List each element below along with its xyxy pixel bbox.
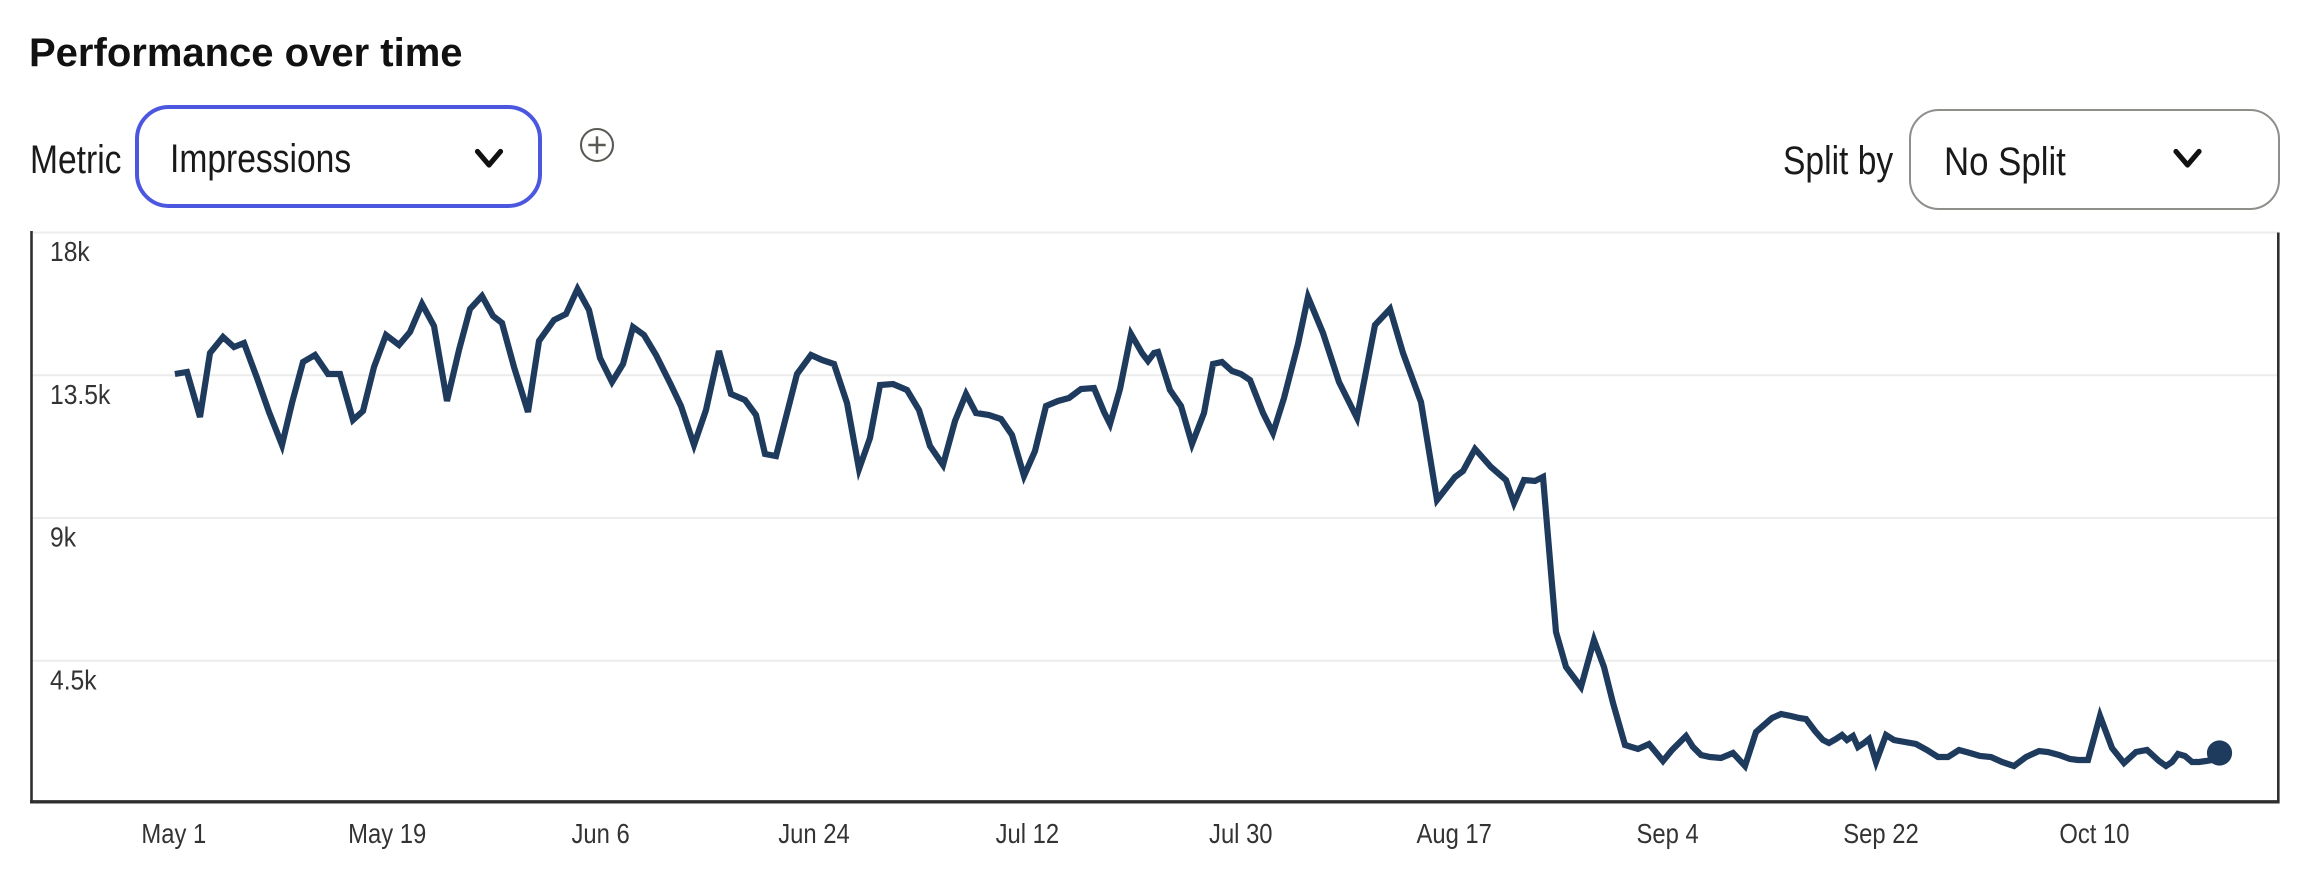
svg-text:18k: 18k <box>50 236 91 267</box>
svg-text:Aug 17: Aug 17 <box>1417 818 1492 849</box>
svg-text:Jul 30: Jul 30 <box>1209 818 1273 849</box>
svg-text:May 1: May 1 <box>141 818 206 849</box>
svg-text:Jun 6: Jun 6 <box>572 818 630 849</box>
svg-text:Sep 4: Sep 4 <box>1637 818 1699 849</box>
svg-text:May 19: May 19 <box>348 818 426 849</box>
svg-text:9k: 9k <box>50 522 77 553</box>
svg-text:13.5k: 13.5k <box>50 379 111 410</box>
svg-text:Jul 12: Jul 12 <box>996 818 1060 849</box>
svg-text:Jun 24: Jun 24 <box>778 818 850 849</box>
svg-text:Sep 22: Sep 22 <box>1843 818 1918 849</box>
svg-text:4.5k: 4.5k <box>50 664 97 695</box>
svg-text:Oct 10: Oct 10 <box>2059 818 2129 849</box>
